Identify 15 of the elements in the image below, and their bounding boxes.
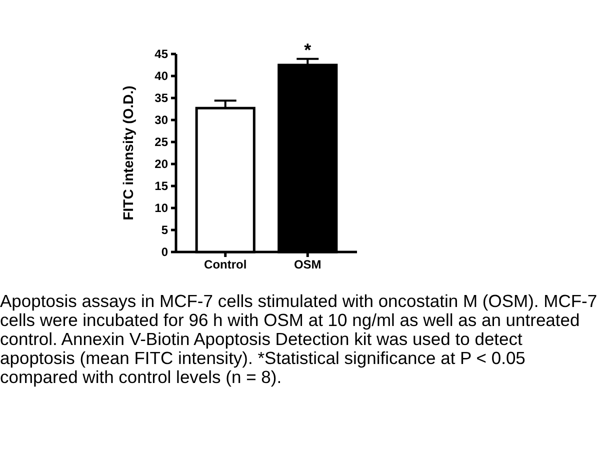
x-tick-label: Control [204, 258, 247, 272]
x-tick-label: OSM [294, 258, 322, 272]
y-tick-label: 10 [154, 200, 168, 215]
y-tick-label: 25 [154, 134, 168, 149]
y-tick-label: 0 [161, 244, 168, 259]
text: Apoptosis assays in MCF-7 cells stimulated with oncostatin M (OSM). MCF-7 cells were incubated for 96 h with OSM at 10 ng/ml as well as an untreated control. Annexin V-Biotin Apoptosis Detection kit was used to detect apoptosis (mean FITC intensity). *Statistical significance at P < 0.05 compared with control levels (n = 8). [0, 291, 598, 387]
y-tick-label: 15 [154, 178, 168, 193]
y-tick-label: 40 [154, 68, 168, 83]
annotation: * [304, 40, 312, 60]
y-tick-label: 5 [161, 222, 168, 237]
y-tick-label: 35 [154, 90, 168, 105]
y-tick-label: 20 [154, 156, 168, 171]
y-tick-label: 45 [154, 46, 168, 61]
y-tick-label: 30 [154, 112, 168, 127]
y-axis-title: FITC intensity (O.D.) [120, 86, 136, 220]
